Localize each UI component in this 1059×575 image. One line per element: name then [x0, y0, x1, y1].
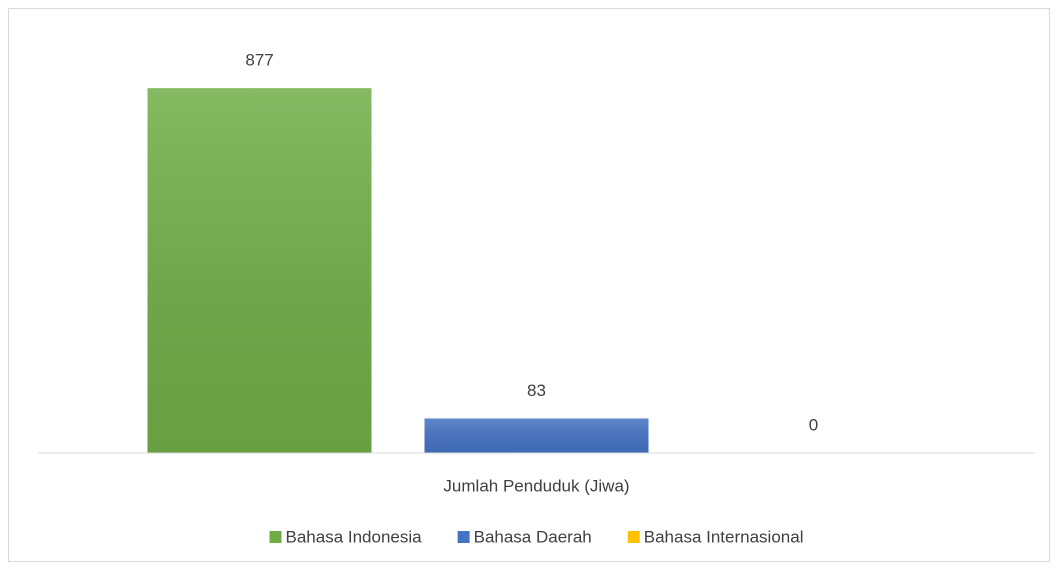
data-label: 0 — [809, 415, 818, 434]
bar-sheen — [147, 88, 372, 453]
data-label: 83 — [527, 381, 546, 400]
legend-swatch — [269, 531, 282, 543]
legend-label: Bahasa Daerah — [474, 527, 592, 546]
data-label: 877 — [245, 51, 273, 70]
legend-label: Bahasa Indonesia — [286, 527, 423, 546]
legend-label: Bahasa Internasional — [644, 527, 804, 546]
legend-swatch — [627, 531, 640, 543]
legend-swatch — [457, 531, 470, 543]
x-tick-label: Jumlah Penduduk (Jiwa) — [443, 476, 629, 495]
bar-sheen — [424, 418, 649, 453]
